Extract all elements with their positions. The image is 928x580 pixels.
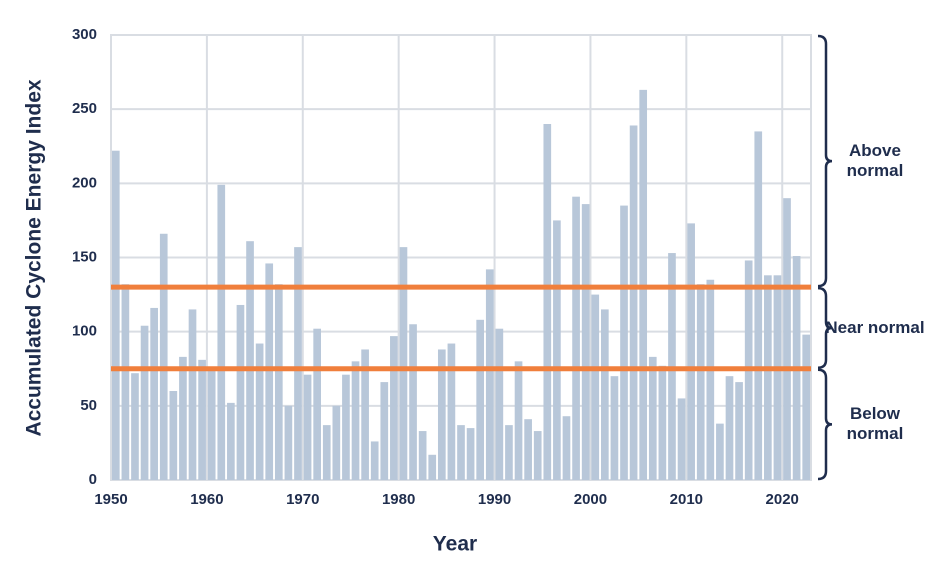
bar <box>514 361 523 480</box>
bar <box>284 405 293 480</box>
bar <box>217 184 226 481</box>
bar <box>735 382 743 480</box>
bar <box>169 391 178 480</box>
bar <box>265 263 274 480</box>
bar <box>687 223 695 480</box>
bar <box>601 309 609 480</box>
bar <box>476 319 485 480</box>
bar <box>562 416 571 480</box>
bar <box>255 343 264 480</box>
bar <box>313 328 321 480</box>
bar <box>658 365 667 480</box>
bar <box>591 294 600 480</box>
y-tick-label: 150 <box>72 248 97 265</box>
bar <box>802 334 811 480</box>
bar <box>390 336 398 480</box>
bar <box>361 349 369 480</box>
x-tick-label: 1970 <box>286 491 319 508</box>
bar <box>207 367 216 480</box>
bar <box>485 269 494 480</box>
bar <box>370 441 379 480</box>
x-tick-label: 1980 <box>382 491 415 508</box>
bar <box>159 233 168 480</box>
bar <box>332 405 341 480</box>
bar <box>706 279 715 480</box>
bar <box>716 423 724 480</box>
bar <box>457 425 465 480</box>
bar <box>505 425 513 480</box>
bar <box>466 428 475 480</box>
bar <box>677 398 686 480</box>
bar <box>620 205 628 481</box>
y-axis-title: Accumulated Cyclone Energy Index <box>23 79 46 436</box>
bar <box>610 376 619 480</box>
x-tick-label: 2000 <box>574 491 607 508</box>
y-tick-label: 0 <box>89 471 97 488</box>
bar <box>188 309 197 480</box>
bar <box>553 220 561 480</box>
bar <box>198 359 206 480</box>
bar <box>131 373 139 480</box>
bar <box>409 324 417 480</box>
bar <box>150 307 158 480</box>
bar <box>725 376 734 480</box>
bar <box>764 275 772 480</box>
bar <box>399 247 408 480</box>
bar <box>322 425 331 480</box>
bar <box>581 204 590 480</box>
bar <box>572 196 580 480</box>
bar <box>437 349 446 480</box>
bar <box>418 431 427 480</box>
x-tick-label: 1960 <box>190 491 223 508</box>
range-bracket <box>817 286 833 369</box>
bar <box>351 361 360 480</box>
bar <box>274 284 283 480</box>
range-bracket <box>817 368 833 481</box>
bar <box>121 284 130 480</box>
bar <box>783 198 791 480</box>
bar <box>495 328 504 480</box>
range-bracket <box>817 34 833 288</box>
bar <box>428 454 437 480</box>
bar <box>380 382 389 480</box>
y-tick-label: 200 <box>72 174 97 191</box>
bar <box>246 241 254 480</box>
bar <box>524 419 532 480</box>
bar <box>342 374 350 480</box>
x-axis-title: Year <box>433 533 477 556</box>
y-tick-label: 300 <box>72 26 97 43</box>
bar <box>533 431 542 480</box>
range-label: Above normal <box>846 141 904 181</box>
bar <box>447 343 456 480</box>
bar <box>303 374 312 480</box>
bar <box>140 325 149 480</box>
x-tick-label: 1950 <box>94 491 127 508</box>
bar <box>111 150 120 480</box>
bar <box>648 356 657 480</box>
bar <box>629 125 638 480</box>
bar <box>543 124 552 480</box>
bar <box>696 284 705 480</box>
bar <box>227 402 235 480</box>
x-tick-label: 2020 <box>766 491 799 508</box>
bar <box>179 356 187 480</box>
range-label: Near normal <box>825 317 925 337</box>
x-tick-label: 2010 <box>670 491 703 508</box>
y-tick-label: 100 <box>72 323 97 340</box>
bar <box>754 131 763 480</box>
bar <box>236 304 245 480</box>
y-tick-label: 50 <box>80 397 97 414</box>
range-label: Below normal <box>846 404 904 444</box>
bar <box>294 247 302 480</box>
y-tick-label: 250 <box>72 100 97 117</box>
bar <box>773 275 782 480</box>
x-tick-label: 1990 <box>478 491 511 508</box>
